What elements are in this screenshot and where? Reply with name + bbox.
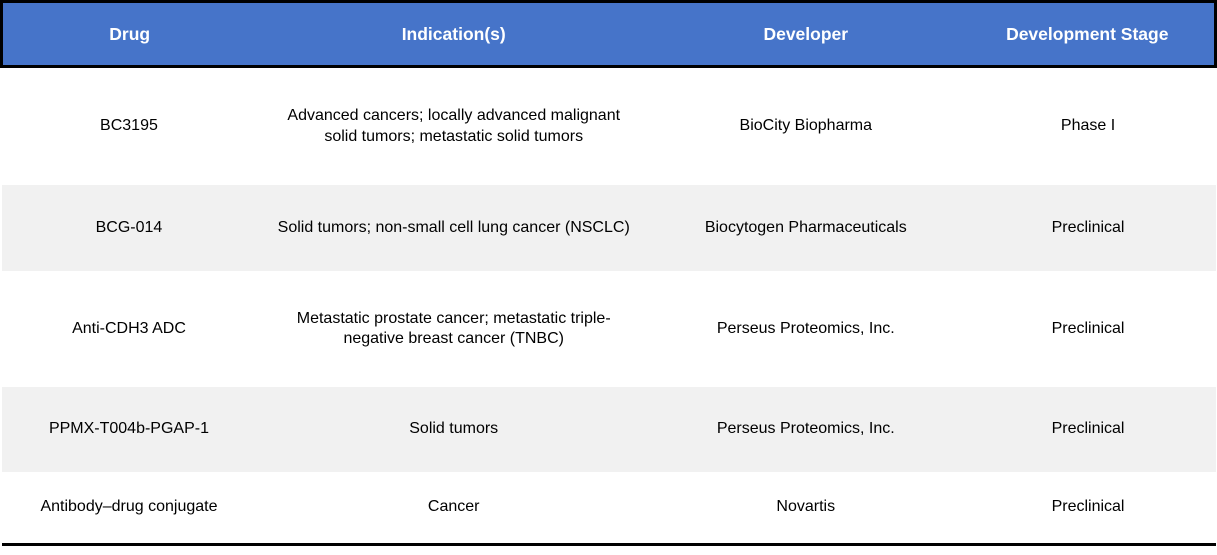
cell-indication: Solid tumors — [256, 387, 651, 472]
cell-drug: Antibody–drug conjugate — [1, 472, 257, 546]
header-cell-stage: Development Stage — [960, 0, 1217, 68]
cell-developer: Novartis — [650, 472, 961, 546]
cell-stage: Preclinical — [960, 472, 1216, 546]
cell-drug: PPMX-T004b-PGAP-1 — [1, 387, 257, 472]
table-header-row: Drug Indication(s) Developer Development… — [0, 0, 1217, 68]
table-row: BC3195 Advanced cancers; locally advance… — [1, 66, 1216, 185]
table-row: BCG-014 Solid tumors; non-small cell lun… — [1, 185, 1216, 271]
cell-indication: Metastatic prostate cancer; metastatic t… — [256, 271, 651, 387]
cell-stage: Preclinical — [960, 271, 1216, 387]
cell-developer: BioCity Biopharma — [650, 66, 961, 185]
cell-drug: Anti-CDH3 ADC — [1, 271, 257, 387]
cell-indication: Cancer — [256, 472, 651, 546]
cell-drug: BCG-014 — [1, 185, 257, 271]
cell-indication: Advanced cancers; locally advanced malig… — [256, 66, 651, 185]
cell-developer: Perseus Proteomics, Inc. — [650, 271, 961, 387]
table-row: Anti-CDH3 ADC Metastatic prostate cancer… — [1, 271, 1216, 387]
cell-stage: Preclinical — [960, 387, 1216, 472]
table-row: Antibody–drug conjugate Cancer Novartis … — [1, 472, 1216, 546]
header-cell-drug: Drug — [0, 0, 257, 68]
table-row: PPMX-T004b-PGAP-1 Solid tumors Perseus P… — [1, 387, 1216, 472]
cell-developer: Perseus Proteomics, Inc. — [650, 387, 961, 472]
cell-stage: Preclinical — [960, 185, 1216, 271]
header-cell-developer: Developer — [650, 0, 961, 68]
cell-stage: Phase I — [960, 66, 1216, 185]
header-cell-indication: Indication(s) — [256, 0, 651, 68]
cell-indication: Solid tumors; non-small cell lung cancer… — [256, 185, 651, 271]
cell-drug: BC3195 — [1, 66, 257, 185]
cell-developer: Biocytogen Pharmaceuticals — [650, 185, 961, 271]
